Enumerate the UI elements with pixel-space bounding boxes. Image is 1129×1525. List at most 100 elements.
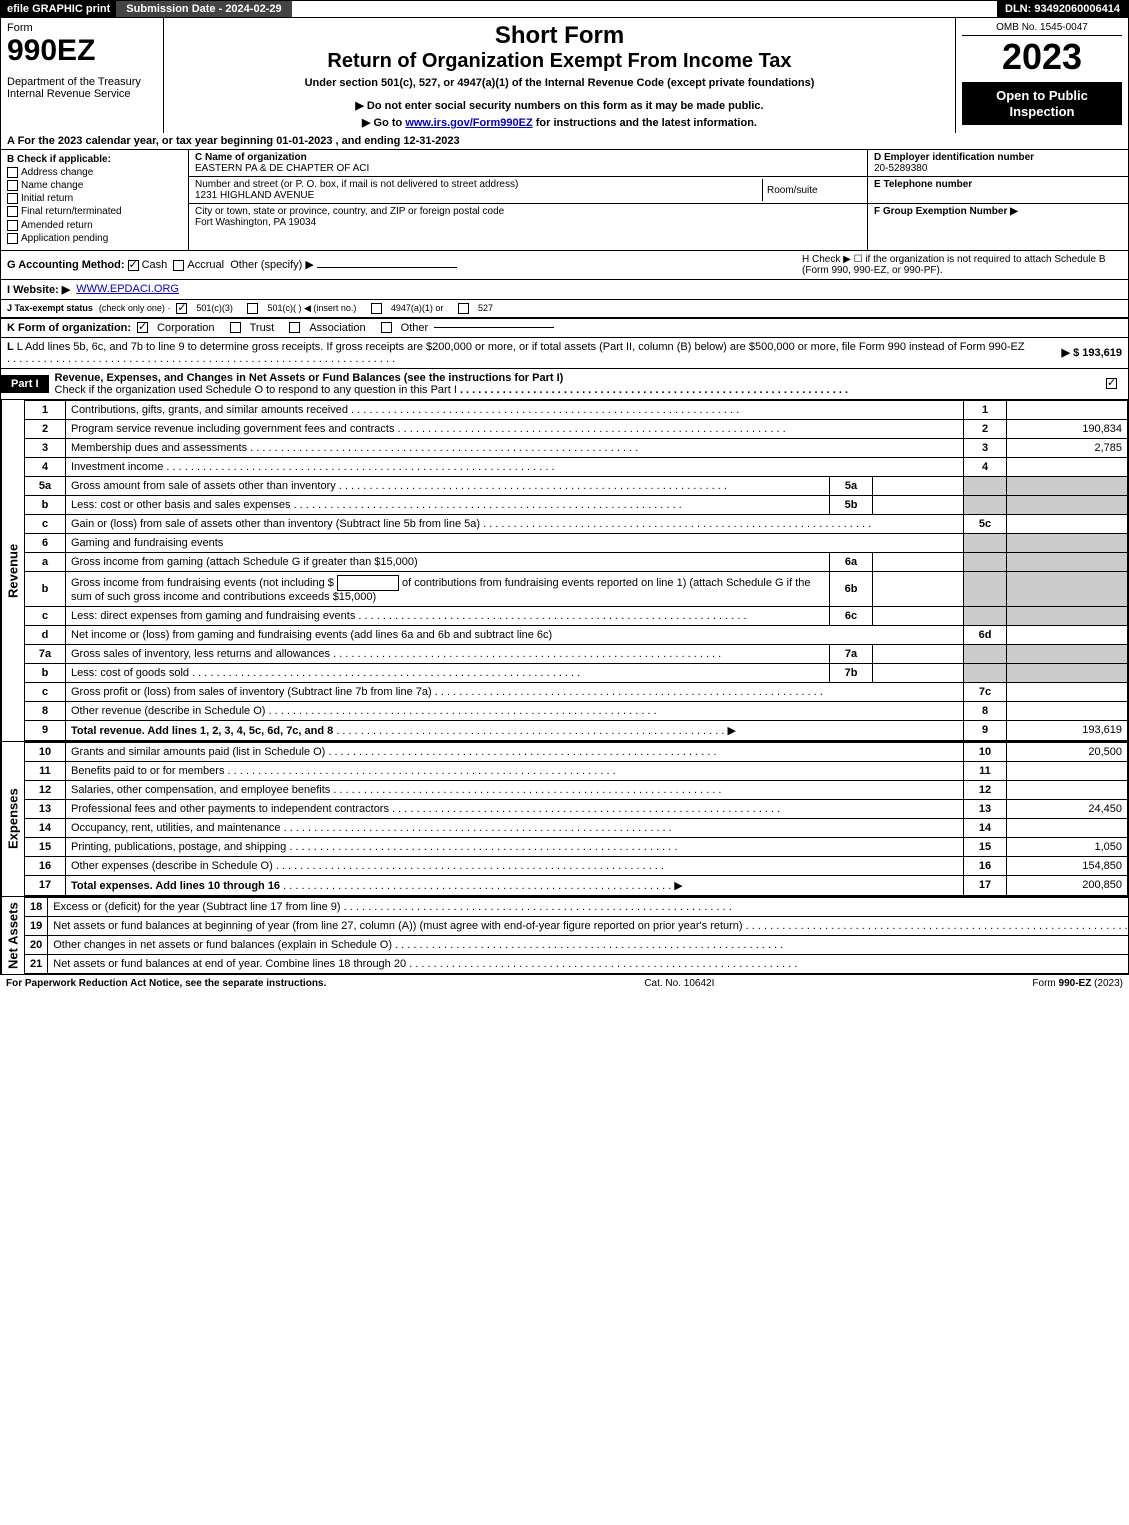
cb-assoc[interactable] (289, 322, 300, 333)
j-note: (check only one) · (99, 303, 171, 313)
line-6: 6Gaming and fundraising events (25, 533, 1128, 552)
line-4: 4Investment income4 (25, 457, 1128, 476)
line-14: 14Occupancy, rent, utilities, and mainte… (25, 818, 1128, 837)
line-12: 12Salaries, other compensation, and empl… (25, 780, 1128, 799)
form-word: Form (7, 22, 157, 34)
row-gh: G Accounting Method: Cash Accrual Other … (0, 251, 1129, 280)
row-i: I Website: ▶ WWW.EPDACI.ORG (0, 280, 1129, 300)
cb-trust[interactable] (230, 322, 241, 333)
cb-initial[interactable]: Initial return (7, 193, 182, 204)
part1-header: Part I Revenue, Expenses, and Changes in… (0, 369, 1129, 400)
fundraising-amount-box[interactable] (337, 575, 399, 591)
dln-label: DLN: 93492060006414 (997, 1, 1128, 17)
cb-4947[interactable] (371, 303, 382, 314)
c-city-row: City or town, state or province, country… (189, 204, 867, 230)
cb-cash[interactable] (128, 260, 139, 271)
line-8: 8Other revenue (describe in Schedule O)8 (25, 701, 1128, 720)
street-label: Number and street (or P. O. box, if mail… (195, 179, 518, 190)
irs-label: Internal Revenue Service (7, 88, 157, 100)
netassets-section: Net Assets 18Excess or (deficit) for the… (0, 897, 1129, 975)
return-title: Return of Organization Exempt From Incom… (170, 50, 949, 73)
cb-corp[interactable] (137, 322, 148, 333)
spacer (292, 1, 997, 17)
room-suite: Room/suite (762, 179, 861, 201)
top-bar: efile GRAPHIC print Submission Date - 20… (0, 0, 1129, 18)
line-18: 18Excess or (deficit) for the year (Subt… (25, 897, 1129, 916)
expenses-table: 10Grants and similar amounts paid (list … (24, 742, 1128, 896)
cb-other-org[interactable] (381, 322, 392, 333)
h-check: H Check ▶ ☐ if the organization is not r… (802, 254, 1122, 276)
g-label: G Accounting Method: (7, 259, 125, 271)
line-7c: cGross profit or (loss) from sales of in… (25, 682, 1128, 701)
dept-label: Department of the Treasury (7, 76, 157, 88)
cb-name[interactable]: Name change (7, 180, 182, 191)
line-3: 3Membership dues and assessments32,785 (25, 438, 1128, 457)
e-phone: E Telephone number (868, 177, 1128, 204)
goto-pre: ▶ Go to (362, 117, 405, 129)
cb-amended[interactable]: Amended return (7, 220, 182, 231)
cb-schedule-o[interactable] (1106, 378, 1117, 389)
form-ref: Form 990-EZ (2023) (1032, 978, 1123, 989)
row-a: A For the 2023 calendar year, or tax yea… (0, 133, 1129, 150)
col-b: B Check if applicable: Address change Na… (1, 150, 189, 250)
line-21: 21Net assets or fund balances at end of … (25, 954, 1129, 973)
cb-final[interactable]: Final return/terminated (7, 206, 182, 217)
city-value: Fort Washington, PA 19034 (195, 217, 316, 228)
website-link[interactable]: WWW.EPDACI.ORG (76, 283, 179, 295)
e-label: E Telephone number (874, 179, 972, 190)
cb-501c3[interactable] (176, 303, 187, 314)
line-7b: bLess: cost of goods sold7b (25, 663, 1128, 682)
tax-year: 2023 (962, 36, 1122, 78)
netassets-table: 18Excess or (deficit) for the year (Subt… (24, 897, 1129, 974)
line-13: 13Professional fees and other payments t… (25, 799, 1128, 818)
line-15: 15Printing, publications, postage, and s… (25, 837, 1128, 856)
open-public-badge: Open to Public Inspection (962, 82, 1122, 125)
submission-date: Submission Date - 2024-02-29 (116, 1, 291, 17)
header-left: Form 990EZ Department of the Treasury In… (1, 18, 164, 133)
part1-label: Part I (1, 375, 49, 393)
j-label: J Tax-exempt status (7, 303, 93, 313)
revenue-side-label: Revenue (1, 400, 24, 741)
expenses-section: Expenses 10Grants and similar amounts pa… (0, 742, 1129, 897)
d-label: D Employer identification number (874, 152, 1034, 163)
irs-link[interactable]: www.irs.gov/Form990EZ (405, 117, 532, 129)
line-11: 11Benefits paid to or for members11 (25, 761, 1128, 780)
row-l: L L Add lines 5b, 6c, and 7b to line 9 t… (0, 338, 1129, 369)
b-label: B Check if applicable: (7, 154, 182, 165)
ssn-warning: ▶ Do not enter social security numbers o… (170, 99, 949, 112)
other-org-line[interactable] (434, 327, 554, 328)
f-label: F Group Exemption Number ▶ (874, 206, 1018, 217)
d-ein: D Employer identification number 20-5289… (868, 150, 1128, 177)
line-5b: bLess: cost or other basis and sales exp… (25, 495, 1128, 514)
form-number: 990EZ (7, 34, 157, 68)
omb-number: OMB No. 1545-0047 (962, 22, 1122, 36)
cb-501c[interactable] (247, 303, 258, 314)
cb-address[interactable]: Address change (7, 167, 182, 178)
k-label: K Form of organization: (7, 322, 131, 334)
l-text: L Add lines 5b, 6c, and 7b to line 9 to … (17, 341, 1025, 353)
f-group: F Group Exemption Number ▶ (868, 204, 1128, 219)
c-street-row: Number and street (or P. O. box, if mail… (189, 177, 867, 204)
row-j: J Tax-exempt status (check only one) · 5… (0, 300, 1129, 318)
short-form-title: Short Form (170, 22, 949, 50)
goto-post: for instructions and the latest informat… (533, 117, 757, 129)
row-k: K Form of organization: Corporation Trus… (0, 318, 1129, 338)
c-name-label: C Name of organization (195, 152, 307, 163)
line-10: 10Grants and similar amounts paid (list … (25, 742, 1128, 761)
line-19: 19Net assets or fund balances at beginni… (25, 916, 1129, 935)
cb-pending[interactable]: Application pending (7, 233, 182, 244)
other-specify-line[interactable] (317, 267, 457, 268)
cb-527[interactable] (458, 303, 469, 314)
line-2: 2Program service revenue including gover… (25, 419, 1128, 438)
section-bcdef: B Check if applicable: Address change Na… (0, 150, 1129, 251)
form-header: Form 990EZ Department of the Treasury In… (0, 18, 1129, 133)
cb-accrual[interactable] (173, 260, 184, 271)
g-accounting: G Accounting Method: Cash Accrual Other … (7, 258, 796, 271)
revenue-table: 1Contributions, gifts, grants, and simil… (24, 400, 1128, 741)
paperwork-notice: For Paperwork Reduction Act Notice, see … (6, 978, 326, 989)
subtitle: Under section 501(c), 527, or 4947(a)(1)… (170, 77, 949, 89)
efile-label[interactable]: efile GRAPHIC print (1, 1, 116, 17)
line-16: 16Other expenses (describe in Schedule O… (25, 856, 1128, 875)
line-1: 1Contributions, gifts, grants, and simil… (25, 400, 1128, 419)
line-6c: cLess: direct expenses from gaming and f… (25, 606, 1128, 625)
